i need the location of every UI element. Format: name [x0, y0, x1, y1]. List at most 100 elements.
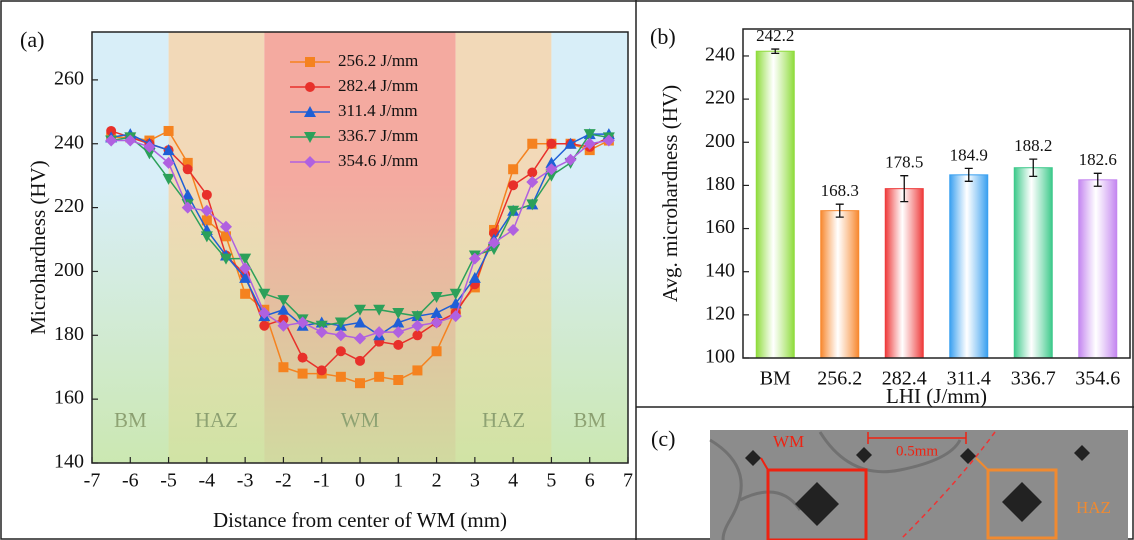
marker [430, 306, 443, 318]
marker [240, 288, 251, 299]
marker [316, 365, 327, 376]
marker [335, 371, 346, 382]
x-tick-label: BM [760, 368, 791, 390]
y-tick-label: 140 [705, 259, 735, 281]
x-tick-label: 336.7 [1011, 368, 1056, 390]
x-tick-label: 3 [470, 470, 480, 492]
marker [305, 57, 315, 67]
x-axis-title: Distance from center of WM (mm) [213, 508, 507, 532]
x-tick-label: -7 [84, 470, 101, 492]
marker [258, 288, 271, 300]
bar [755, 50, 795, 359]
region-label: WM [773, 432, 804, 451]
marker [201, 215, 212, 226]
marker [354, 316, 366, 328]
region-shade [92, 32, 628, 463]
y-tick-label: 180 [54, 323, 84, 345]
y-tick-label: 200 [54, 259, 84, 281]
x-tick-label: 5 [546, 470, 556, 492]
y-tick-label: 140 [54, 451, 84, 473]
legend-label: 336.7 J/mm [338, 126, 418, 145]
bar [1013, 167, 1053, 359]
y-tick-label: 240 [54, 131, 84, 153]
marker [507, 223, 520, 236]
marker [564, 137, 577, 149]
data-label: 184.9 [950, 145, 988, 164]
y-axis-title: Microhardness (HV) [26, 160, 50, 334]
marker [526, 199, 539, 211]
bar [820, 210, 860, 359]
marker [545, 163, 558, 176]
marker [239, 271, 252, 283]
x-tick-label: 256.2 [817, 368, 862, 390]
legend-label: 311.4 J/mm [338, 101, 418, 120]
x-tick-label: 354.6 [1075, 368, 1120, 390]
marker [201, 189, 212, 200]
data-label: 168.3 [821, 181, 859, 200]
marker [259, 320, 270, 331]
y-tick-label: 180 [705, 173, 735, 195]
marker [277, 303, 290, 315]
marker [527, 167, 538, 178]
marker [583, 129, 596, 141]
marker [181, 201, 194, 214]
marker [304, 156, 316, 168]
x-tick-label: -5 [160, 470, 177, 492]
marker [334, 317, 347, 329]
marker [220, 220, 232, 233]
marker [430, 291, 443, 303]
plot-frame [742, 28, 1131, 359]
marker [297, 368, 308, 379]
data-label: 178.5 [885, 153, 923, 172]
error-bar [1093, 172, 1102, 187]
marker [373, 326, 386, 339]
x-tick-label: 282.4 [882, 368, 927, 390]
bar [1078, 179, 1118, 359]
x-tick-label: 4 [508, 470, 518, 492]
panel-label: (b) [650, 24, 676, 49]
marker [392, 316, 405, 328]
error-bar [900, 175, 909, 203]
marker [545, 170, 558, 182]
marker [143, 140, 156, 153]
legend-label: 282.4 J/mm [338, 76, 418, 95]
marker [335, 346, 346, 357]
y-tick-label: 260 [54, 67, 84, 89]
marker [355, 355, 365, 366]
panel-label: (c) [651, 426, 675, 451]
marker [431, 346, 442, 357]
legend-label: 354.6 J/mm [338, 151, 418, 170]
marker [507, 205, 520, 217]
marker [239, 253, 252, 265]
marker [305, 82, 315, 92]
marker [124, 134, 137, 147]
zoom-box [766, 468, 868, 540]
marker [488, 236, 500, 249]
error-bar [964, 167, 973, 182]
marker [354, 332, 366, 345]
marker [182, 164, 193, 175]
marker [354, 304, 366, 316]
marker [411, 311, 424, 323]
x-tick-label: 2 [432, 470, 442, 492]
marker [412, 330, 423, 341]
marker [355, 378, 365, 389]
marker [163, 125, 174, 136]
marker [105, 134, 118, 147]
marker [373, 304, 386, 316]
x-tick-label: 0 [355, 470, 365, 492]
y-tick-label: 220 [54, 195, 84, 217]
x-tick-label: 1 [393, 470, 403, 492]
marker [449, 288, 462, 300]
marker [393, 374, 404, 385]
y-tick-label: 160 [54, 387, 84, 409]
marker [508, 180, 519, 191]
marker [374, 371, 385, 382]
marker [278, 314, 289, 325]
y-tick-label: 120 [705, 302, 735, 324]
scale-label: 0.5mm [896, 443, 938, 459]
marker [334, 329, 347, 342]
region-label: HAZ [1076, 498, 1111, 517]
